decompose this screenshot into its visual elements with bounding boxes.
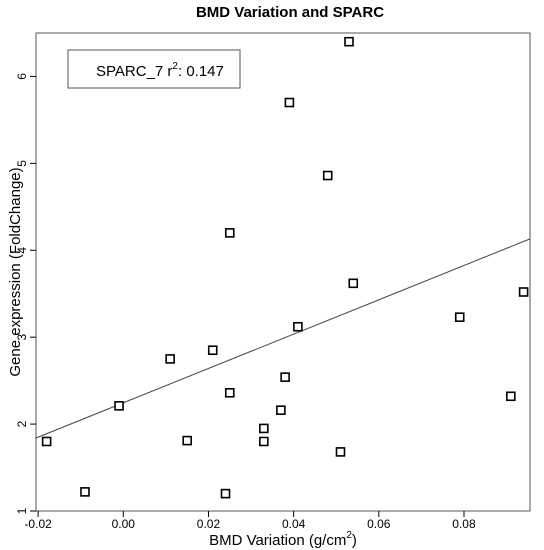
data-point	[280, 372, 290, 382]
data-point	[182, 435, 192, 446]
y-tick-label: 2	[15, 420, 29, 427]
x-tick-label: -0.02	[24, 517, 52, 531]
x-tick-label: 0.08	[452, 517, 476, 531]
data-point	[518, 287, 529, 297]
legend-series-name: SPARC_7 r	[96, 63, 172, 80]
data-point	[284, 97, 295, 108]
x-axis-label-superscript: 2	[346, 530, 352, 541]
data-point	[348, 278, 359, 289]
x-axis-label: BMD Variation (g/cm2)	[209, 530, 357, 549]
data-point	[41, 436, 52, 447]
data-point	[165, 354, 175, 364]
x-axis: -0.02 0.00 0.02 0.04 0.06 0.08	[24, 511, 476, 531]
x-tick-label: 0.00	[112, 517, 136, 531]
y-tick-label: 5	[15, 160, 29, 167]
data-point	[454, 312, 465, 322]
data-point	[224, 388, 235, 398]
data-point	[276, 405, 286, 415]
data-point	[293, 321, 303, 332]
y-tick-label: 1	[15, 507, 29, 514]
data-point	[259, 436, 269, 447]
x-tick-label: 0.06	[367, 517, 391, 531]
legend-r-value: : 0.147	[178, 63, 224, 80]
data-point	[224, 228, 235, 238]
y-tick-label: 6	[15, 73, 29, 80]
y-axis-label: Gene expression (FoldChange)	[7, 167, 24, 376]
plot-frame	[35, 32, 531, 512]
data-point	[322, 170, 333, 181]
chart-title: BMD Variation and SPARC	[196, 4, 384, 21]
x-tick-label: 0.02	[197, 517, 221, 531]
data-point	[220, 488, 231, 499]
legend-box	[67, 49, 241, 89]
x-tick-label: 0.04	[282, 517, 306, 531]
data-point	[207, 345, 218, 356]
data-point	[259, 423, 269, 434]
x-axis-label-end: )	[352, 532, 357, 549]
data-point	[114, 401, 124, 411]
y-axis: 1 2 3 4 5 6	[15, 73, 36, 514]
data-point	[335, 447, 346, 457]
y-tick-label: 4	[15, 247, 29, 254]
y-tick-label: 3	[15, 334, 29, 341]
legend-r-superscript: 2	[172, 61, 178, 72]
legend: SPARC_7 r2: 0.147	[67, 49, 241, 89]
data-point	[344, 36, 354, 47]
legend-label: SPARC_7 r2: 0.147	[96, 61, 224, 80]
data-point	[80, 487, 90, 497]
data-point	[506, 391, 516, 402]
x-axis-label-main: BMD Variation (g/cm	[209, 532, 346, 549]
data-points	[41, 36, 529, 499]
